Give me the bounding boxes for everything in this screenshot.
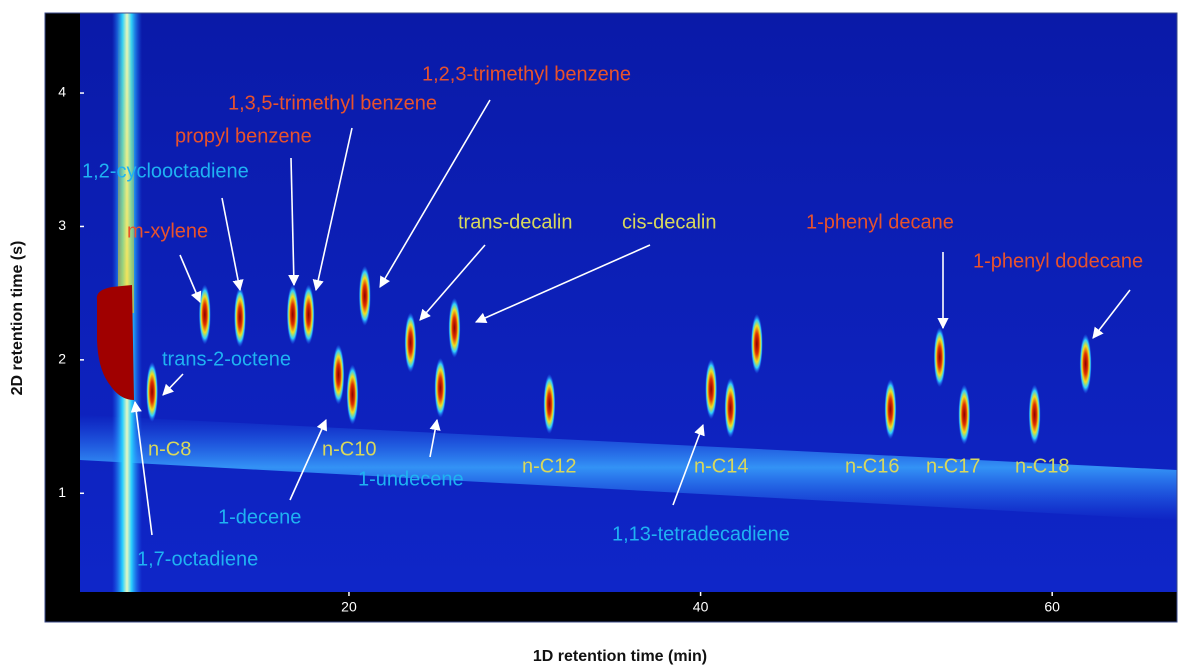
x-tick-label: 40: [693, 599, 709, 615]
annotation: 1,2-cyclooctadiene: [82, 160, 249, 182]
annotation-arrow: [288, 157, 300, 287]
peak: [724, 377, 737, 438]
annotation-arrow: [379, 99, 491, 288]
annotation: n-C17: [926, 455, 980, 477]
annotation: 1-undecene: [358, 468, 464, 490]
baseline-band: [80, 415, 1177, 520]
annotation: 1-decene: [218, 506, 301, 528]
annotation: n-C8: [148, 438, 191, 460]
y-tick-label: 3: [58, 217, 66, 233]
annotation: n-C16: [845, 455, 899, 477]
annotation: n-C12: [522, 455, 576, 477]
annotation-arrow: [429, 418, 441, 458]
x-axis-title: 1D retention time (min): [533, 648, 707, 665]
annotation-arrow: [162, 373, 184, 396]
peak: [448, 297, 461, 358]
annotation: 1-phenyl decane: [806, 211, 954, 233]
annotation-arrow: [179, 254, 202, 304]
annotation-arrow: [474, 244, 651, 324]
annotation: 1-phenyl dodecane: [973, 250, 1143, 272]
peak: [332, 344, 345, 405]
annotation-arrow: [312, 127, 353, 292]
peak: [705, 359, 718, 420]
peak: [286, 284, 299, 345]
frame-border: [44, 12, 1178, 623]
annotation-arrow: [419, 244, 486, 321]
annotation: 1,2,3-trimethyl benzene: [422, 63, 631, 85]
peak: [1079, 333, 1092, 394]
annotation: n-C10: [322, 438, 376, 460]
peak: [233, 287, 246, 348]
annotation: 1,13-tetradecadiene: [612, 523, 790, 545]
peak: [358, 265, 371, 326]
peak: [404, 312, 417, 373]
peak: [198, 284, 211, 345]
peak: [750, 313, 763, 374]
peak: [933, 327, 946, 388]
annotation: 1,3,5-trimethyl benzene: [228, 92, 437, 114]
peak: [884, 379, 897, 440]
annotation: cis-decalin: [622, 211, 716, 233]
y-tick-label: 2: [58, 351, 66, 367]
peak: [302, 284, 315, 345]
annotation: n-C18: [1015, 455, 1069, 477]
peak: [346, 364, 359, 425]
peak: [1028, 384, 1041, 445]
y-tick-label: 4: [58, 84, 66, 100]
annotation: 1,7-octadiene: [137, 548, 258, 570]
annotation-arrow: [289, 418, 327, 501]
annotation: propyl benzene: [175, 125, 312, 147]
annotation: trans-2-octene: [162, 348, 291, 370]
x-tick-label: 60: [1044, 599, 1060, 615]
peak: [958, 384, 971, 445]
annotation-arrow: [130, 400, 153, 536]
annotation-arrow: [672, 423, 705, 506]
solvent-peak: [96, 285, 134, 400]
y-tick-label: 1: [58, 484, 66, 500]
y-axis-title: 2D retention time (s): [9, 241, 26, 396]
peak: [434, 357, 447, 418]
peak: [543, 373, 556, 434]
peak: [146, 361, 159, 422]
annotation: n-C14: [694, 455, 748, 477]
solvent-column-top: [118, 13, 134, 313]
plot-background: [44, 12, 1178, 623]
annotation: trans-decalin: [458, 211, 573, 233]
annotation: m-xylene: [127, 220, 208, 242]
x-tick-label: 20: [341, 599, 357, 615]
annotation-arrow: [221, 197, 244, 292]
annotation-arrow: [1092, 289, 1131, 339]
